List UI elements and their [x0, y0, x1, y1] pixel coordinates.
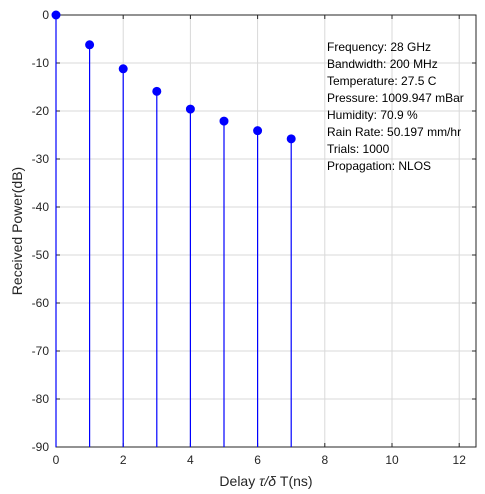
- y-tick-label: -20: [32, 104, 50, 118]
- y-axis-title: Received Power(dB): [9, 167, 25, 295]
- annotation-line: Humidity: 70.9 %: [327, 108, 418, 122]
- stem-marker: [185, 104, 195, 114]
- stem-marker: [286, 134, 296, 144]
- y-tick-label: -70: [32, 344, 50, 358]
- x-tick-label: 2: [120, 453, 127, 467]
- y-tick-label: -10: [32, 56, 50, 70]
- stem-marker: [152, 86, 162, 96]
- annotation-line: Rain Rate: 50.197 mm/hr: [327, 125, 461, 139]
- x-tick-label: 10: [385, 453, 399, 467]
- y-tick-label: -30: [32, 152, 50, 166]
- stem-marker: [219, 116, 229, 126]
- y-tick-label: -50: [32, 248, 50, 262]
- y-tick-label: -80: [32, 392, 50, 406]
- stem-marker: [85, 40, 95, 50]
- stem-marker: [118, 64, 128, 74]
- annotation-line: Pressure: 1009.947 mBar: [327, 91, 464, 105]
- y-tick-label: -60: [32, 296, 50, 310]
- stem-marker: [253, 126, 263, 136]
- stem-marker: [51, 10, 61, 20]
- stem-series: [51, 10, 296, 447]
- y-tick-label: 0: [42, 8, 49, 22]
- x-tick-label: 12: [453, 453, 467, 467]
- axis-ticks: 0 2 4 6 8 10 12 0 -10 -20 -30 -40 -50 -60 -70 -80 -90: [32, 8, 476, 467]
- annotation-line: Trials: 1000: [327, 142, 390, 156]
- x-axis-title-text: Delay: [219, 473, 255, 489]
- y-tick-label: -40: [32, 200, 50, 214]
- x-tick-label: 6: [254, 453, 261, 467]
- x-axis-title-math: τ/δ: [259, 473, 276, 489]
- x-axis-title-suffix: T(ns): [280, 473, 313, 489]
- annotation-line: Bandwidth: 200 MHz: [327, 57, 438, 71]
- x-tick-label: 8: [321, 453, 328, 467]
- x-axis-title: Delay τ/δ T(ns): [219, 473, 312, 489]
- annotation-box: Frequency: 28 GHz Bandwidth: 200 MHz Tempe…: [327, 40, 464, 173]
- y-tick-label: -90: [32, 440, 50, 454]
- annotation-line: Propagation: NLOS: [327, 159, 431, 173]
- x-tick-label: 4: [187, 453, 194, 467]
- annotation-line: Temperature: 27.5 C: [327, 74, 437, 88]
- x-tick-label: 0: [53, 453, 60, 467]
- annotation-line: Frequency: 28 GHz: [327, 40, 431, 54]
